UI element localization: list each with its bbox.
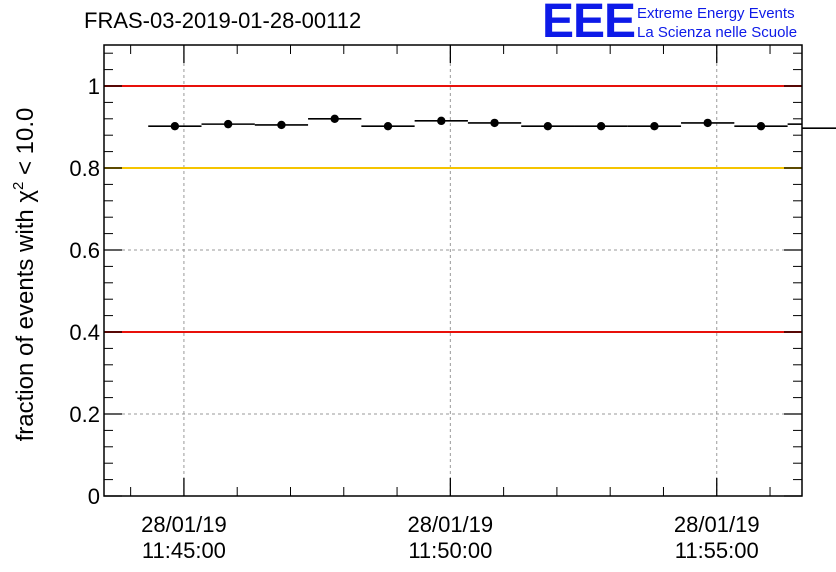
data-point: [490, 118, 499, 128]
data-point: [170, 121, 180, 131]
y-tick-label: 0.8: [69, 156, 100, 181]
data-point: [596, 121, 606, 131]
x-tick-date: 28/01/19: [141, 512, 227, 537]
y-axis-title-chi: χ: [12, 190, 39, 203]
data-point: [223, 119, 233, 129]
y-axis-title-main: fraction of events with: [12, 203, 39, 442]
x-axis-ticks: 28/01/1911:45:0028/01/1911:50:0028/01/19…: [130, 45, 771, 563]
y-tick-label: 1: [88, 74, 100, 99]
data-points: [148, 114, 836, 131]
y-axis-title-sup: 2: [10, 182, 27, 190]
logo-caption-line-2: La Scienza nelle Scuole: [637, 24, 798, 41]
plot-frame: [103, 44, 803, 497]
reference-lines: [104, 85, 802, 333]
x-tick-time: 11:45:00: [142, 538, 226, 563]
data-point: [437, 116, 446, 126]
data-point: [330, 114, 339, 124]
x-tick-time: 11:50:00: [408, 538, 492, 563]
data-point: [383, 121, 393, 131]
y-axis-title-tail: < 10.0: [12, 108, 39, 182]
logo-caption-line-1: Extreme Energy Events: [637, 5, 795, 22]
x-tick-date: 28/01/19: [674, 512, 760, 537]
y-tick-label: 0: [88, 484, 100, 509]
data-point: [703, 118, 712, 128]
chart-title: FRAS-03-2019-01-28-00112: [84, 8, 362, 33]
data-point: [277, 120, 286, 130]
data-point: [650, 121, 659, 131]
y-tick-label: 0.2: [69, 402, 100, 427]
data-point: [543, 121, 553, 131]
x-tick-time: 11:55:00: [675, 538, 759, 563]
x-tick-date: 28/01/19: [408, 512, 494, 537]
y-tick-label: 0.4: [69, 320, 100, 345]
eee-logo-caption: Extreme Energy Events La Scienza nelle S…: [637, 4, 797, 42]
y-axis-ticks: 0 0.2 0.4 0.6 0.8 1: [69, 52, 802, 509]
grid-lines: [104, 45, 802, 496]
y-axis-title: fraction of events with χ2 < 10.0: [10, 108, 39, 442]
y-tick-label: 0.6: [69, 238, 100, 263]
data-point: [756, 121, 766, 131]
eee-logo: EEE: [542, 0, 636, 48]
